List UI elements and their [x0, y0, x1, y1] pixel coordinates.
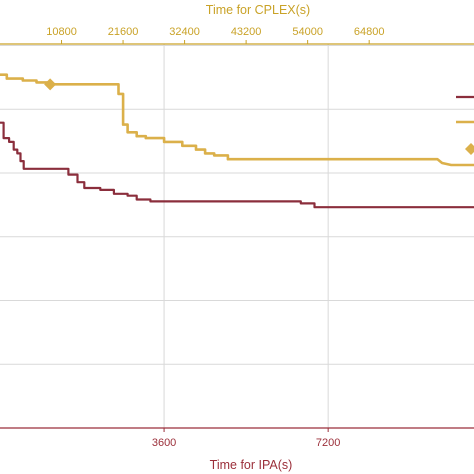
top-axis: 10800 21600 32400 43200 54000 64800 Time for … [0, 3, 474, 45]
bottom-axis-title: Time for IPA(s) [210, 458, 293, 472]
top-axis-tick-label: 43200 [231, 26, 262, 38]
top-axis-tick-label: 54000 [292, 26, 323, 38]
bottom-axis-tick-labels: 3600 7200 [152, 428, 340, 449]
grid-lines [0, 44, 474, 428]
legend-marker-cplex [465, 143, 474, 155]
series-layer [0, 73, 474, 209]
bottom-axis: 3600 7200 Time for IPA(s) [0, 427, 474, 472]
top-axis-tick-label: 10800 [46, 26, 77, 38]
bottom-axis-tick-label: 7200 [316, 437, 340, 449]
legend [456, 95, 474, 155]
top-axis-tick-label: 21600 [108, 26, 139, 38]
series-marker-cplex [44, 78, 57, 91]
top-axis-tick-labels: 10800 21600 32400 43200 54000 64800 [46, 26, 384, 44]
top-axis-tick-label: 64800 [354, 26, 385, 38]
series-line-ipa [0, 121, 474, 209]
bottom-axis-tick-label: 3600 [152, 437, 176, 449]
top-axis-title: Time for CPLEX(s) [206, 3, 310, 17]
series-line-cplex [0, 73, 474, 167]
top-axis-tick-label: 32400 [169, 26, 200, 38]
